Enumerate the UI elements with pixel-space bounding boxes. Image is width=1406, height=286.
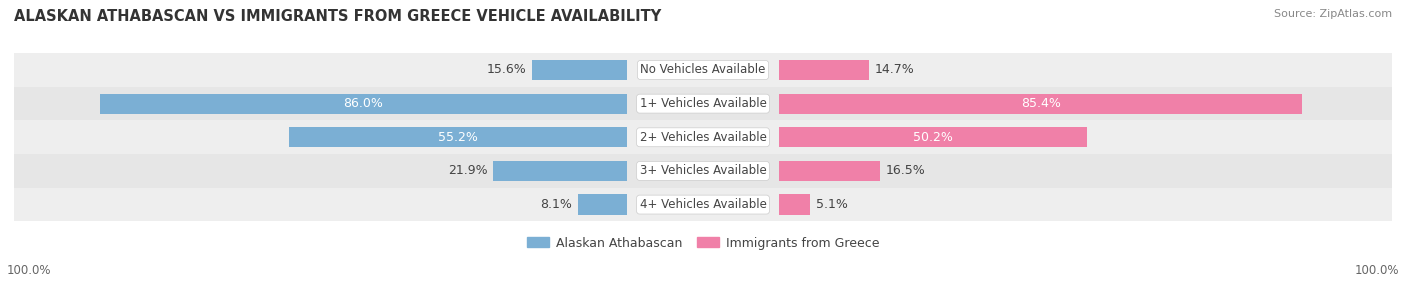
Bar <box>779 60 869 80</box>
Text: 50.2%: 50.2% <box>912 131 953 144</box>
Text: 21.9%: 21.9% <box>447 164 488 177</box>
Text: 100.0%: 100.0% <box>7 265 52 277</box>
Bar <box>578 194 627 215</box>
Bar <box>288 127 627 147</box>
Bar <box>779 161 880 181</box>
Text: 14.7%: 14.7% <box>875 63 914 76</box>
Bar <box>779 94 1302 114</box>
Text: 16.5%: 16.5% <box>886 164 925 177</box>
Text: 3+ Vehicles Available: 3+ Vehicles Available <box>640 164 766 177</box>
Bar <box>494 161 627 181</box>
Bar <box>100 94 627 114</box>
Text: 5.1%: 5.1% <box>815 198 848 211</box>
Text: 15.6%: 15.6% <box>486 63 526 76</box>
Text: 100.0%: 100.0% <box>1354 265 1399 277</box>
Text: 8.1%: 8.1% <box>540 198 572 211</box>
Text: 55.2%: 55.2% <box>439 131 478 144</box>
Text: Source: ZipAtlas.com: Source: ZipAtlas.com <box>1274 9 1392 19</box>
Bar <box>14 53 1392 87</box>
Bar <box>779 194 810 215</box>
Bar <box>14 120 1392 154</box>
Text: 86.0%: 86.0% <box>343 97 384 110</box>
Bar <box>14 188 1392 221</box>
Text: No Vehicles Available: No Vehicles Available <box>640 63 766 76</box>
Legend: Alaskan Athabascan, Immigrants from Greece: Alaskan Athabascan, Immigrants from Gree… <box>522 232 884 255</box>
Text: 4+ Vehicles Available: 4+ Vehicles Available <box>640 198 766 211</box>
Text: 2+ Vehicles Available: 2+ Vehicles Available <box>640 131 766 144</box>
Bar <box>14 154 1392 188</box>
Bar <box>779 127 1087 147</box>
Text: 1+ Vehicles Available: 1+ Vehicles Available <box>640 97 766 110</box>
Bar <box>531 60 627 80</box>
Text: ALASKAN ATHABASCAN VS IMMIGRANTS FROM GREECE VEHICLE AVAILABILITY: ALASKAN ATHABASCAN VS IMMIGRANTS FROM GR… <box>14 9 661 23</box>
Text: 85.4%: 85.4% <box>1021 97 1060 110</box>
Bar <box>14 87 1392 120</box>
